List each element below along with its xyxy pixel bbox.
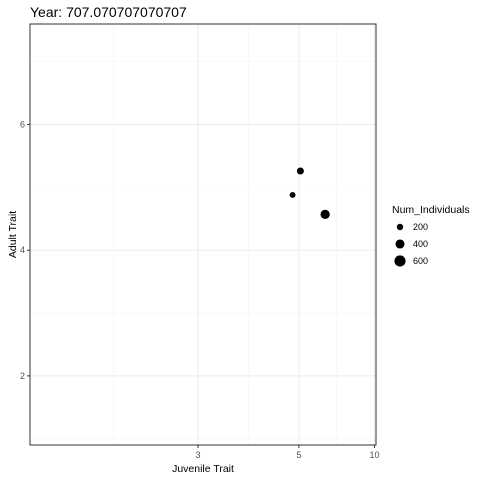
x-tick-label-1: 5 <box>296 450 301 460</box>
y-axis-label: Adult Trait <box>7 211 19 258</box>
plot-panel <box>29 23 377 446</box>
legend-key-0 <box>396 223 404 231</box>
legend: Num_Individuals 200 400 600 <box>392 204 470 267</box>
legend-key-1 <box>395 239 405 249</box>
y-tick-label-1: 4 <box>20 245 25 255</box>
y-tick-label-0: 2 <box>20 371 25 381</box>
axis-ticks: 2 4 6 3 5 10 <box>20 120 380 460</box>
chart-title: Year: 707.070707070707 <box>30 4 187 20</box>
legend-label-2: 600 <box>413 256 428 266</box>
legend-key-2 <box>394 255 406 267</box>
y-tick-label-2: 6 <box>20 120 25 130</box>
grid <box>30 24 376 445</box>
x-tick-label-0: 3 <box>196 450 201 460</box>
x-tick-label-2: 10 <box>370 450 380 460</box>
x-axis-label: Juvenile Trait <box>172 463 234 475</box>
legend-title: Num_Individuals <box>392 204 470 216</box>
data-point-2 <box>320 209 330 220</box>
legend-label-1: 400 <box>413 239 428 249</box>
data-point-1 <box>296 167 304 175</box>
data-point-0 <box>289 191 296 198</box>
legend-label-0: 200 <box>413 222 428 232</box>
data-points <box>289 167 330 220</box>
